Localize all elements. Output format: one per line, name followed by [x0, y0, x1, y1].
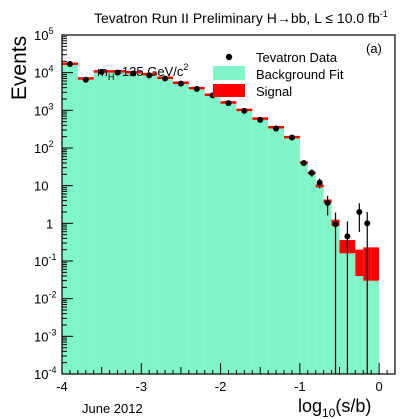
legend-swatch-background: [213, 66, 245, 80]
y-tick-label: 10-4: [34, 365, 56, 382]
y-axis-label: Events: [8, 36, 31, 100]
background-bar: [299, 163, 308, 374]
data-point: [241, 107, 248, 114]
data-point: [225, 100, 232, 107]
background-bar: [204, 96, 221, 374]
x-tick-label: -4: [56, 379, 68, 394]
legend-swatch-signal: [213, 84, 245, 97]
y-tick-label: 10: [34, 179, 48, 194]
data-point: [177, 80, 184, 87]
y-tick-label: 10-3: [34, 327, 56, 344]
legend-label-background: Background Fit: [256, 67, 344, 82]
y-tick-label: 1: [46, 216, 53, 231]
data-point: [324, 199, 331, 206]
x-tick-label: -1: [294, 379, 306, 394]
background-bar: [173, 84, 189, 374]
x-tick-label: -3: [136, 379, 148, 394]
background-bar: [93, 72, 110, 375]
data-point: [66, 60, 73, 67]
data-point: [332, 221, 339, 228]
background-bar: [141, 75, 158, 374]
y-tick-label: 103: [34, 101, 53, 118]
y-tick-label: 105: [34, 26, 53, 43]
y-tick-label: 102: [34, 139, 53, 156]
y-tick-label: 10-1: [34, 252, 56, 269]
legend: Tevatron Data Background Fit Signal: [213, 50, 344, 99]
signal-bar: [371, 247, 380, 281]
x-axis-ticks: -4 -3 -2 -1 0: [56, 363, 396, 394]
data-point: [130, 70, 137, 77]
background-bar: [188, 89, 205, 374]
background-bar: [157, 78, 173, 374]
legend-label-data: Tevatron Data: [256, 50, 338, 65]
legend-data-marker: [225, 53, 233, 61]
panel-tag: (a): [366, 41, 382, 56]
background-bar: [236, 111, 253, 374]
data-points: [66, 60, 371, 374]
background-bar: [284, 138, 300, 374]
background-bar: [307, 174, 316, 374]
background-bar: [220, 103, 237, 374]
data-point: [193, 85, 200, 92]
data-point: [344, 233, 351, 240]
background-bar: [109, 72, 126, 375]
data-point: [308, 169, 315, 176]
x-axis-label: log10(s/b): [298, 396, 371, 419]
background-histogram: [62, 64, 380, 375]
data-point: [356, 208, 363, 215]
legend-label-signal: Signal: [256, 84, 292, 99]
background-bar: [371, 280, 380, 374]
date-footnote: June 2012: [82, 401, 143, 416]
background-bar: [268, 128, 284, 374]
background-bar: [355, 275, 364, 374]
chart-title: Tevatron Run II Preliminary H→bb, L ≤ 10…: [94, 9, 388, 26]
data-point: [300, 159, 307, 166]
data-point: [98, 68, 105, 75]
background-bar: [323, 203, 332, 374]
data-point: [146, 72, 153, 79]
data-point: [288, 134, 295, 141]
background-bar: [252, 119, 269, 374]
y-tick-label: 104: [34, 64, 53, 81]
x-tick-label: -2: [215, 379, 227, 394]
data-point: [364, 220, 371, 227]
data-point: [273, 125, 280, 132]
data-point: [257, 116, 264, 123]
background-bar: [62, 64, 78, 374]
data-point: [316, 179, 323, 186]
signal-bar: [355, 249, 364, 276]
mass-annotation: mH=125 GeV/c2: [97, 62, 188, 82]
background-bar: [315, 187, 324, 374]
data-point: [82, 76, 89, 83]
background-bar: [77, 79, 94, 375]
data-point: [162, 75, 169, 82]
y-tick-label: 10-2: [34, 290, 56, 307]
x-tick-label: 0: [376, 379, 383, 394]
background-bar: [125, 73, 142, 375]
data-point: [114, 69, 121, 76]
